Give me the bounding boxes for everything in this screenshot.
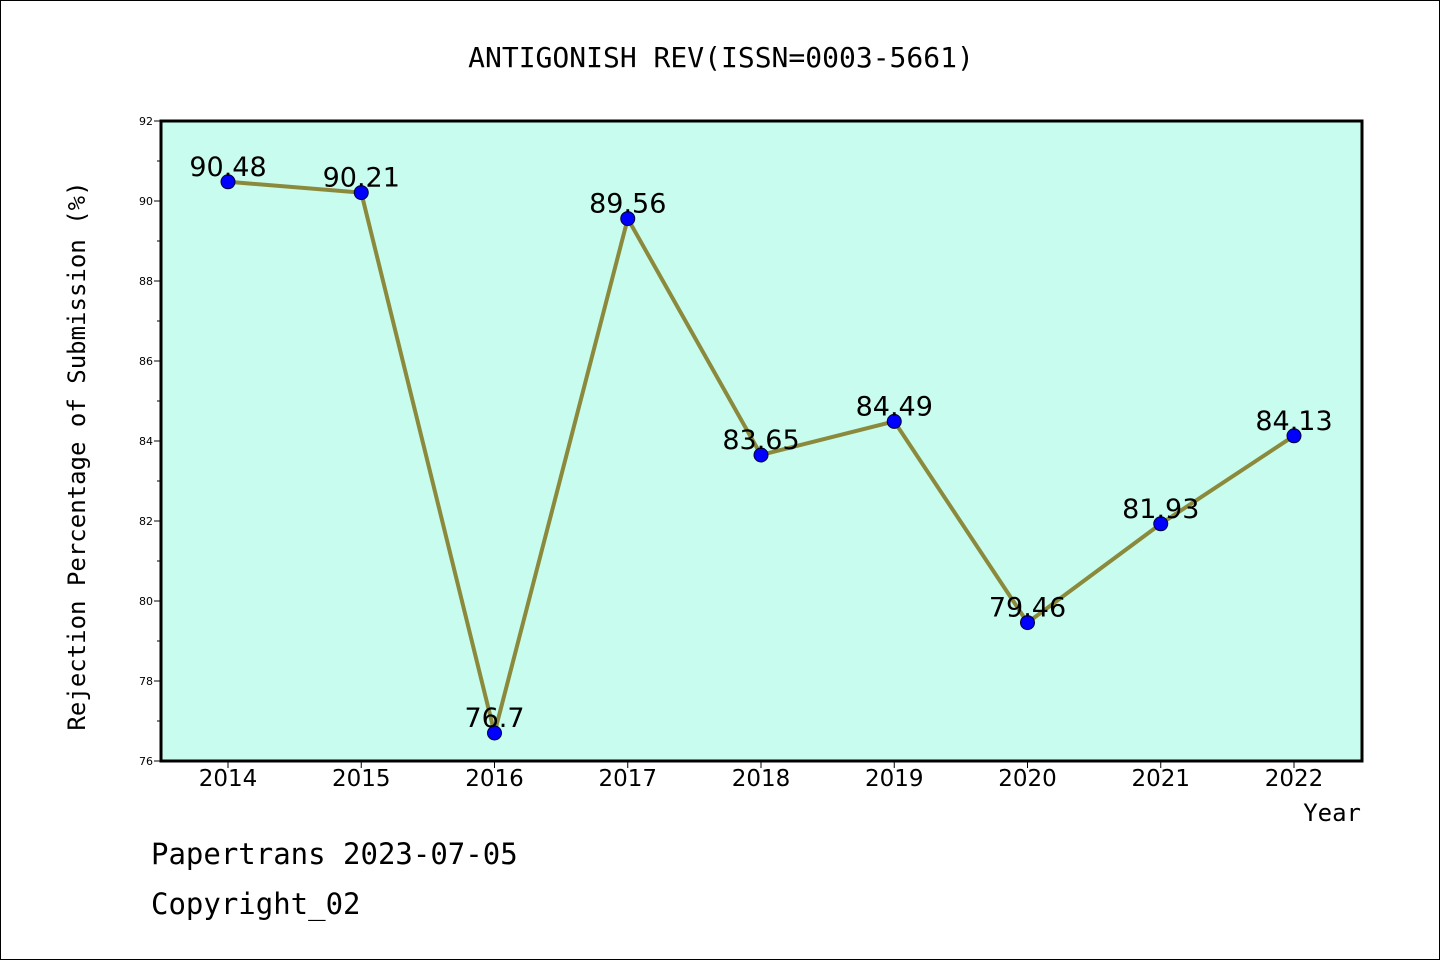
x-tick-label: 2014 <box>199 766 258 792</box>
y-axis-label: Rejection Percentage of Submission (%) <box>63 181 91 730</box>
data-point <box>1153 516 1169 532</box>
y-tick-label: 82 <box>139 515 153 528</box>
y-tick-label: 76 <box>139 755 153 768</box>
x-tick-label: 2015 <box>332 766 391 792</box>
plot-border <box>159 119 1364 763</box>
data-label: 81.93 <box>1122 494 1199 525</box>
x-tick-label: 2022 <box>1265 766 1324 792</box>
y-tick-label: 78 <box>139 675 153 688</box>
x-tick-label: 2016 <box>465 766 524 792</box>
data-label: 90.48 <box>189 152 266 183</box>
y-tick-label: 86 <box>139 355 153 368</box>
data-point <box>1020 615 1035 631</box>
x-tick-label: 2018 <box>732 766 791 792</box>
data-point <box>1286 428 1302 444</box>
data-point <box>220 174 236 190</box>
data-label: 76.7 <box>464 703 524 734</box>
y-tick-label: 80 <box>139 595 153 608</box>
x-tick-label: 2020 <box>998 766 1057 792</box>
data-label: 90.21 <box>323 163 400 194</box>
data-point <box>620 211 636 227</box>
data-label: 84.13 <box>1255 406 1332 437</box>
y-tick-label: 90 <box>139 195 153 208</box>
x-axis-label: Year <box>1303 799 1361 827</box>
y-tick-label: 92 <box>139 115 153 128</box>
data-point <box>487 725 502 741</box>
plot-area <box>161 121 1362 761</box>
data-label: 84.49 <box>856 391 933 422</box>
x-tick-label: 2019 <box>865 766 924 792</box>
data-label: 79.46 <box>989 593 1066 624</box>
series-markers <box>220 174 1302 741</box>
x-tick-label: 2017 <box>598 766 657 792</box>
x-tick-label: 2021 <box>1131 766 1190 792</box>
y-tick-label: 88 <box>139 275 153 288</box>
footer-copyright: Copyright_02 <box>151 887 361 922</box>
footer-papertrans: Papertrans 2023-07-05 <box>151 837 518 871</box>
data-point <box>353 185 369 201</box>
data-label: 89.56 <box>589 189 666 220</box>
data-point <box>753 447 769 463</box>
y-tick-label: 84 <box>139 435 153 448</box>
data-point <box>886 413 902 429</box>
data-label: 83.65 <box>722 425 799 456</box>
y-axis: 76 78 80 82 84 86 88 90 92 <box>139 115 161 768</box>
chart-title: ANTIGONISH REV(ISSN=0003-5661) <box>468 41 974 74</box>
data-labels: 90.48 90.21 76.7 89.56 83.65 84.49 79.46 81.93 8… <box>189 152 1332 734</box>
x-axis: 2014 2015 2016 2017 2018 2019 2020 2021 2022 <box>199 761 1324 792</box>
